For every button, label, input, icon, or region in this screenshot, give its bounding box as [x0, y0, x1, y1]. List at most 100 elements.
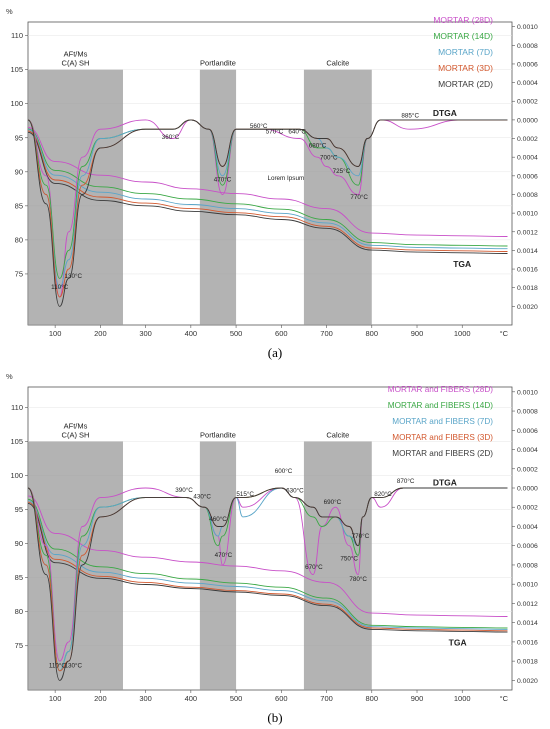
peak-annotation: 670°C — [305, 563, 323, 571]
right-tick-label: 0.0012 — [517, 601, 538, 608]
right-tick-label: 0.0004 — [517, 524, 538, 531]
peak-annotation: 690°C — [324, 498, 342, 506]
peak-annotation: 780°C — [349, 575, 367, 583]
peak-annotation: 560°C — [250, 122, 268, 130]
peak-annotation: 770°C — [350, 193, 368, 201]
x-tick-label: 900 — [411, 694, 424, 703]
curve-label: DTGA — [433, 108, 457, 118]
peak-annotation: 870°C — [397, 477, 415, 485]
left-tick-label: 110 — [11, 403, 23, 412]
left-tick-label: 80 — [15, 607, 23, 616]
x-tick-label: 400 — [185, 694, 198, 703]
peak-annotation: 130°C — [64, 662, 82, 670]
peak-annotation: 110°C — [51, 283, 69, 291]
right-tick-label: 0.0006 — [517, 173, 538, 180]
legend-entry: MORTAR and FIBERS (3D) — [392, 433, 493, 442]
peak-annotation: 700°C — [320, 154, 338, 162]
peak-annotation: 885°C — [401, 111, 419, 119]
shaded-band-2 — [303, 441, 372, 690]
left-tick-label: 95 — [15, 133, 23, 142]
chart-panel-b: AFt/Ms C(A) SH Portlandite Calcite% 75 80 85 90… — [0, 365, 550, 710]
legend-entry: MORTAR (7D) — [438, 47, 493, 57]
left-tick-label: 110 — [11, 31, 23, 40]
x-axis-unit: °C — [500, 694, 509, 703]
left-tick-label: 100 — [10, 471, 23, 480]
peak-annotation: 770°C — [352, 532, 370, 540]
x-tick-label: 300 — [139, 694, 152, 703]
tga-line-4 — [27, 131, 508, 254]
peak-annotation: 515°C — [236, 490, 254, 498]
left-tick-label: 90 — [15, 167, 23, 176]
legend-entry: MORTAR and FIBERS (7D) — [392, 417, 493, 426]
right-tick-label: 0.0004 — [517, 155, 538, 162]
peak-annotation: 460°C — [209, 515, 227, 523]
tga-dtga-chart-b: AFt/MsC(A) SH Portlandite Calcite% 75 80 85 90… — [6, 372, 538, 703]
legend-entry: MORTAR (3D) — [438, 63, 493, 73]
dtga-line-4 — [27, 119, 508, 307]
x-tick-label: 800 — [366, 694, 379, 703]
band-label: C(A) SH — [62, 430, 90, 439]
band-label: AFt/Ms — [64, 421, 88, 430]
x-tick-label: 1000 — [454, 329, 471, 338]
left-tick-label: 100 — [10, 99, 23, 108]
right-tick-label: 0.0016 — [517, 267, 538, 274]
peak-annotation: 630°C — [286, 487, 304, 495]
panel-caption-b: (b) — [267, 710, 283, 725]
peak-annotation: Lorem Ipsum — [267, 175, 304, 182]
right-tick-label: 0.0002 — [517, 136, 538, 143]
right-tick-label: 0.0008 — [517, 562, 538, 569]
peak-annotation: 570°C — [266, 128, 284, 136]
left-tick-label: 105 — [10, 65, 23, 74]
x-tick-label: 400 — [185, 329, 198, 338]
band-label: C(A) SH — [62, 59, 90, 68]
legend-entry: MORTAR and FIBERS (2D) — [392, 449, 493, 458]
tga-line-3 — [27, 130, 508, 252]
peak-annotation: 725°C — [333, 167, 351, 175]
x-tick-label: 700 — [320, 329, 333, 338]
right-tick-label: 0.0008 — [517, 409, 538, 416]
right-tick-label: 0.0002 — [517, 466, 538, 473]
peak-annotation: 600°C — [275, 467, 293, 475]
peak-annotation: 680°C — [309, 141, 327, 149]
x-tick-label: 200 — [94, 694, 107, 703]
peak-annotation: 390°C — [175, 486, 193, 494]
legend-entry: MORTAR and FIBERS (28D) — [388, 385, 494, 394]
tga-line-0 — [27, 495, 508, 617]
right-tick-label: 0.0004 — [517, 447, 538, 454]
shaded-band-1 — [199, 69, 237, 325]
tga-dtga-chart-a: AFt/MsC(A) SH Portlandite Calcite% 75 80 85 90… — [6, 7, 538, 338]
right-tick-label: 0.0016 — [517, 639, 538, 646]
right-tick-label: 0.0018 — [517, 659, 538, 666]
right-tick-label: 0.0010 — [517, 389, 538, 396]
legend-entry: MORTAR (28D) — [433, 15, 493, 25]
right-tick-label: 0.0018 — [517, 285, 538, 292]
tga-line-2 — [27, 500, 508, 630]
left-tick-label: 75 — [15, 641, 23, 650]
tga-line-4 — [27, 502, 508, 633]
band-label: Calcite — [326, 430, 349, 439]
right-tick-label: 0.0006 — [517, 428, 538, 435]
x-axis-unit: °C — [500, 329, 509, 338]
left-tick-label: 85 — [15, 201, 23, 210]
x-tick-label: 100 — [49, 329, 62, 338]
left-axis-unit: % — [6, 7, 13, 16]
x-tick-label: 500 — [230, 694, 243, 703]
left-axis-unit: % — [6, 372, 13, 381]
left-tick-label: 90 — [15, 539, 23, 548]
band-label: Portlandite — [200, 59, 236, 68]
tga-line-1 — [27, 128, 508, 247]
peak-annotation: 750°C — [340, 555, 358, 563]
tga-line-0 — [27, 127, 508, 237]
x-tick-label: 900 — [411, 329, 424, 338]
legend-entry: MORTAR (14D) — [433, 31, 493, 41]
right-tick-label: 0.0002 — [517, 505, 538, 512]
right-tick-label: 0.0004 — [517, 80, 538, 87]
x-tick-label: 600 — [275, 694, 288, 703]
band-label: AFt/Ms — [64, 50, 88, 59]
dtga-line-4 — [27, 487, 508, 681]
right-tick-label: 0.0006 — [517, 61, 538, 68]
peak-annotation: 640°C — [288, 128, 306, 136]
legend-entry: MORTAR (2D) — [438, 79, 493, 89]
peak-annotation: 360°C — [162, 133, 180, 141]
legend-entry: MORTAR and FIBERS (14D) — [388, 401, 494, 410]
